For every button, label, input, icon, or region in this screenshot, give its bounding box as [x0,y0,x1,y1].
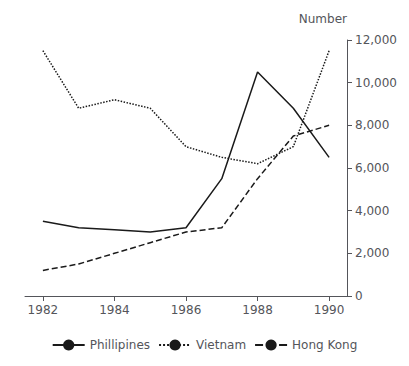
svg-text:6,000: 6,000 [355,161,389,175]
svg-text:Number: Number [299,12,347,26]
svg-text:1988: 1988 [242,303,273,317]
svg-text:2,000: 2,000 [355,246,389,260]
svg-text:4,000: 4,000 [355,204,389,218]
svg-text:Vietnam: Vietnam [196,338,246,352]
svg-text:10,000: 10,000 [355,76,397,90]
svg-text:12,000: 12,000 [355,33,397,47]
svg-text:Hong Kong: Hong Kong [292,338,357,352]
svg-text:1990: 1990 [314,303,345,317]
svg-text:1984: 1984 [99,303,130,317]
svg-text:0: 0 [355,289,363,303]
svg-text:1986: 1986 [171,303,202,317]
svg-text:8,000: 8,000 [355,118,389,132]
svg-text:Phillipines: Phillipines [90,338,150,352]
svg-text:1982: 1982 [28,303,59,317]
